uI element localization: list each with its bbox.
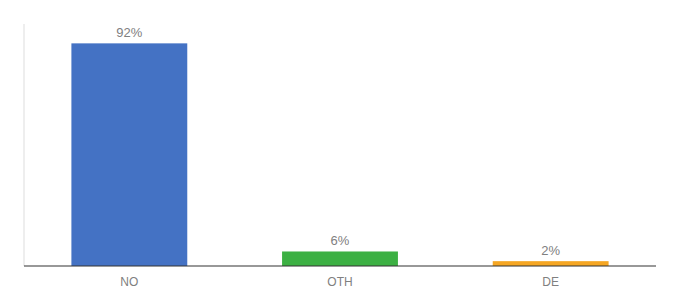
x-tick-label: OTH xyxy=(327,275,352,289)
data-label: 6% xyxy=(331,233,350,248)
x-axis-line xyxy=(24,265,656,266)
bars xyxy=(71,43,608,266)
bar xyxy=(71,43,187,266)
bar xyxy=(282,251,398,266)
x-tick-label: NO xyxy=(120,275,138,289)
data-label: 92% xyxy=(116,25,142,40)
y-range-line xyxy=(24,24,25,266)
chart: 92% 6% 2% NO OTH DE xyxy=(0,0,680,300)
chart-container: 92% 6% 2% NO OTH DE xyxy=(0,0,680,300)
bar xyxy=(493,261,609,266)
data-label: 2% xyxy=(541,243,560,258)
x-tick-label: DE xyxy=(542,275,559,289)
